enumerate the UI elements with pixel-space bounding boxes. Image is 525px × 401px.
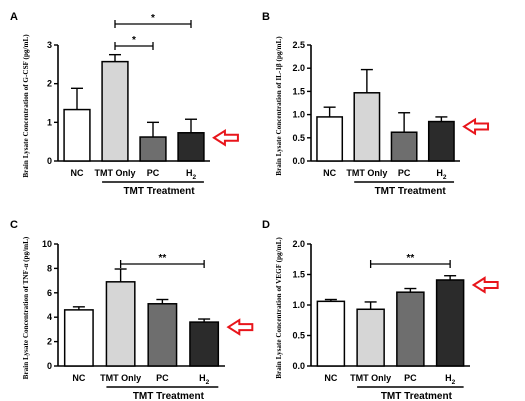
- y-tick-label: 0.5: [292, 133, 305, 143]
- bar: [435, 279, 465, 367]
- group-label: TMT Treatment: [123, 186, 195, 197]
- highlight-arrow-icon: [462, 117, 490, 136]
- bar: [63, 108, 91, 162]
- panel-d: D 0.0 0.5 1.0 1.5 2.0 Brain Lysate Concentrati…: [262, 219, 499, 401]
- category-label: PC: [147, 168, 160, 178]
- category-label: TMT Only: [350, 373, 391, 383]
- panel-a: A 0 1 2 3 Brain Lysate Concentration of G-CSF…: [10, 11, 239, 197]
- y-tick-label: 0: [47, 361, 52, 371]
- y-tick-label: 6: [47, 288, 52, 298]
- bar: [356, 308, 385, 367]
- significance-label: **: [406, 253, 414, 264]
- y-tick-label: 1: [47, 117, 52, 127]
- y-tick-label: 0.0: [292, 361, 305, 371]
- category-label: PC: [156, 373, 169, 383]
- bar: [396, 291, 425, 367]
- bar: [316, 300, 346, 367]
- category-label-h2: H2: [445, 373, 456, 386]
- group-label: TMT Treatment: [381, 391, 453, 401]
- bar: [427, 120, 455, 162]
- y-tick-label: 2.5: [292, 40, 305, 50]
- panel-c: C 0 2 4 6 8 10 Brain Lysate Concentration of TN…: [10, 219, 254, 401]
- highlight-arrow-icon: [226, 318, 254, 336]
- group-label: TMT Treatment: [133, 391, 205, 401]
- category-label: NC: [323, 168, 336, 178]
- y-tick-label: 2: [47, 79, 52, 89]
- category-label: NC: [71, 168, 84, 178]
- group-label: TMT Treatment: [375, 186, 447, 197]
- category-label: TMT Only: [346, 168, 387, 178]
- y-tick-label: 1.0: [292, 110, 305, 120]
- bar: [105, 281, 136, 367]
- bar: [101, 60, 129, 162]
- y-tick-label: 2.0: [292, 239, 305, 249]
- bar: [316, 116, 344, 162]
- highlight-arrow-icon: [471, 276, 499, 294]
- y-axis-label: Brain Lysate Concentration of VEGF (pg/m…: [275, 237, 283, 379]
- y-tick-label: 0: [47, 156, 52, 166]
- y-tick-label: 2.0: [292, 63, 305, 73]
- bar: [353, 92, 381, 162]
- bar: [147, 303, 178, 367]
- y-axis-label: Brain Lysate Concentration of G-CSF (pg/…: [22, 34, 30, 178]
- y-tick-label: 0.0: [292, 156, 305, 166]
- y-tick-label: 1.5: [292, 86, 305, 96]
- significance-label: *: [132, 35, 136, 46]
- category-label: PC: [398, 168, 411, 178]
- category-label-h2: H2: [436, 168, 447, 181]
- y-tick-label: 1.0: [292, 300, 305, 310]
- bar: [177, 132, 205, 162]
- bar: [139, 136, 167, 162]
- y-tick-label: 8: [47, 263, 52, 273]
- significance-label: **: [158, 253, 166, 264]
- y-axis-label: Brain Lysate Concentration of IL-1β (pg/…: [275, 36, 283, 176]
- bar: [390, 131, 418, 162]
- category-label-h2: H2: [199, 373, 210, 386]
- panel-b: B 0.0 0.5 1.0 1.5 2.0 2.5 Brain Lysate Concentr…: [262, 11, 490, 197]
- category-label: NC: [72, 373, 85, 383]
- panel-label: B: [262, 11, 270, 23]
- highlight-arrow-icon: [212, 128, 239, 147]
- bar: [189, 321, 220, 367]
- y-tick-label: 3: [47, 40, 52, 50]
- y-tick-label: 0.5: [292, 331, 305, 341]
- bar: [63, 309, 94, 367]
- category-label-h2: H2: [186, 168, 197, 181]
- y-tick-label: 1.5: [292, 270, 305, 280]
- category-label: PC: [404, 373, 417, 383]
- panel-label: D: [262, 219, 270, 231]
- significance-label: *: [151, 13, 155, 24]
- panel-label: C: [10, 219, 18, 231]
- category-label: TMT Only: [100, 373, 141, 383]
- y-tick-label: 10: [42, 239, 52, 249]
- y-axis-label: Brain Lysate Concentration of TNF-α (pg/…: [22, 236, 30, 379]
- y-tick-label: 2: [47, 337, 52, 347]
- y-tick-label: 4: [47, 312, 52, 322]
- panel-label: A: [10, 11, 18, 23]
- category-label: NC: [324, 373, 337, 383]
- category-label: TMT Only: [95, 168, 136, 178]
